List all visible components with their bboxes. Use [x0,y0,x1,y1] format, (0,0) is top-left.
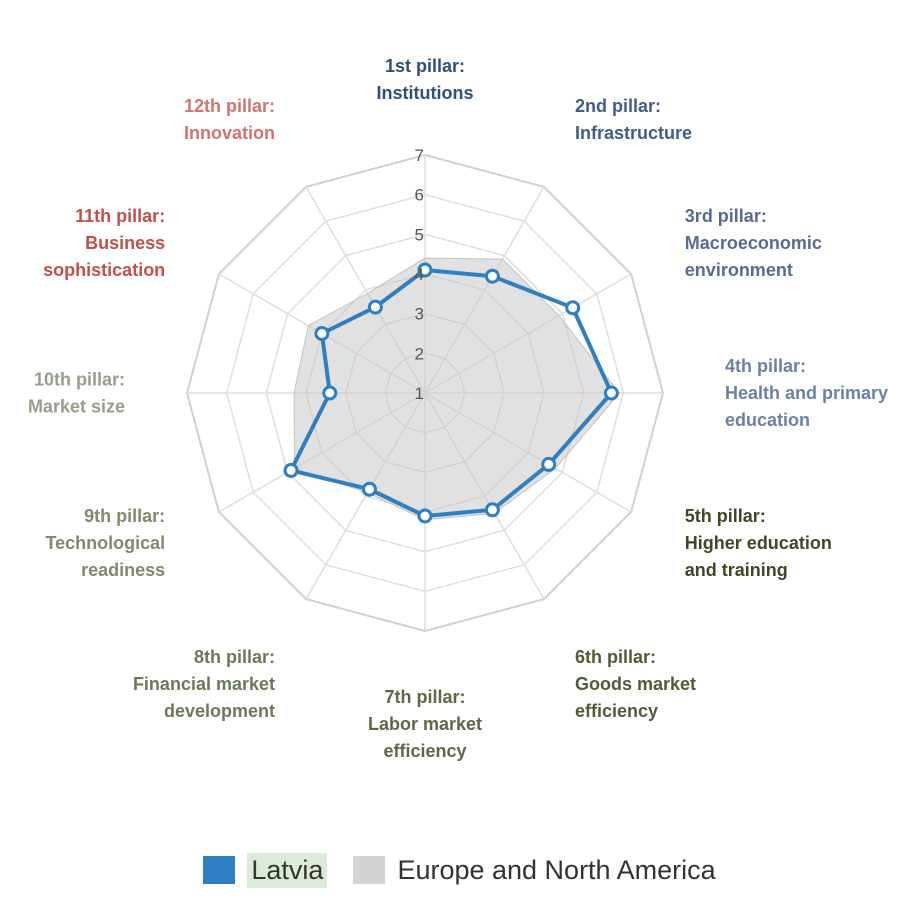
axis-label-9-line-3: readiness [81,560,165,580]
axis-label-11: 11th pillar: Business sophistication [43,206,165,280]
series-layer [283,257,620,524]
axis-label-10: 10th pillar: Market size [28,370,125,417]
axis-label-4-line-3: education [725,410,810,430]
point-latvia-10[interactable] [322,385,338,401]
tick-label-5: 5 [415,225,424,244]
axis-label-3-line-1: 3rd pillar: [685,206,767,226]
point-latvia-1[interactable] [417,262,433,278]
legend-label-latvia: Latvia [247,852,328,888]
axis-label-8: 8th pillar: Financial market development [133,647,275,721]
legend-swatch-europe [353,856,386,884]
axis-label-11-line-3: sophistication [43,260,165,280]
axis-label-11-line-1: 11th pillar: [75,206,165,226]
legend-swatch-latvia [203,856,236,884]
axis-label-10-line-1: 10th pillar: [34,370,125,390]
legend: Latvia Europe and North America [0,850,919,890]
axis-label-5-line-1: 5th pillar: [685,506,766,526]
axis-label-10-line-2: Market size [28,397,125,417]
axis-label-9-line-2: Technological [46,533,166,553]
axis-label-5-line-2: Higher education [685,533,832,553]
axis-label-11-line-2: Business [85,233,165,253]
axis-label-5-line-3: and training [685,560,788,580]
tick-label-3: 3 [415,305,424,324]
radial-tick-labels: 1 2 3 4 5 6 7 [415,146,424,403]
tick-label-2: 2 [415,344,424,363]
axis-label-2: 2nd pillar: Infrastructure [575,96,692,143]
point-latvia-2[interactable] [484,268,500,284]
tick-label-4: 4 [415,265,424,284]
axis-label-8-line-3: development [164,701,275,721]
axis-label-7-line-1: 7th pillar: [384,687,465,707]
axis-label-4-line-2: Health and primary [725,383,888,403]
tick-label-6: 6 [415,186,424,205]
axis-label-9: 9th pillar: Technological readiness [46,506,166,580]
axis-label-1-line-1: 1st pillar: [385,56,465,76]
axis-label-2-line-1: 2nd pillar: [575,96,661,116]
axis-label-6-line-3: efficiency [575,701,658,721]
axis-label-7-line-3: efficiency [383,741,466,761]
axis-label-8-line-1: 8th pillar: [194,647,275,667]
point-latvia-7[interactable] [417,508,433,524]
axis-label-6: 6th pillar: Goods market efficiency [575,647,696,721]
point-latvia-3[interactable] [565,300,581,316]
axis-label-7: 7th pillar: Labor market efficiency [368,687,482,761]
point-latvia-11[interactable] [314,326,330,341]
point-latvia-8[interactable] [362,481,377,497]
axis-label-1: 1st pillar: Institutions [377,56,474,103]
legend-item-europe[interactable]: Europe and North America [353,854,716,886]
series-europe-and-north-america [293,257,620,521]
point-latvia-5[interactable] [541,456,557,472]
axis-labels: 1st pillar: Institutions 2nd pillar: Infras… [28,56,888,761]
tick-label-1: 1 [415,384,424,403]
axis-label-9-line-1: 9th pillar: [84,506,165,526]
axis-label-1-line-2: Institutions [377,83,474,103]
axis-label-4-line-1: 4th pillar: [725,356,806,376]
axis-label-6-line-1: 6th pillar: [575,647,656,667]
legend-label-europe: Europe and North America [397,854,716,885]
axis-label-12-line-2: Innovation [184,123,275,143]
axis-label-4: 4th pillar: Health and primary education [725,356,888,430]
axis-label-12-line-1: 12th pillar: [184,96,275,116]
axis-label-8-line-2: Financial market [133,674,275,694]
axis-label-2-line-2: Infrastructure [575,123,692,143]
legend-item-latvia[interactable]: Latvia [203,852,328,888]
axis-label-3-line-3: environment [685,260,793,280]
axis-label-3: 3rd pillar: Macroeconomic environment [685,206,822,280]
point-latvia-6[interactable] [484,502,500,518]
point-latvia-12[interactable] [367,299,383,315]
point-latvia-4[interactable] [603,385,619,401]
axis-label-7-line-2: Labor market [368,714,482,734]
axis-label-12: 12th pillar: Innovation [184,96,275,143]
axis-label-6-line-2: Goods market [575,674,696,694]
axis-label-5: 5th pillar: Higher education and training [685,506,832,580]
point-latvia-9[interactable] [283,462,299,478]
tick-label-7: 7 [415,146,424,165]
axis-label-3-line-2: Macroeconomic [685,233,822,253]
